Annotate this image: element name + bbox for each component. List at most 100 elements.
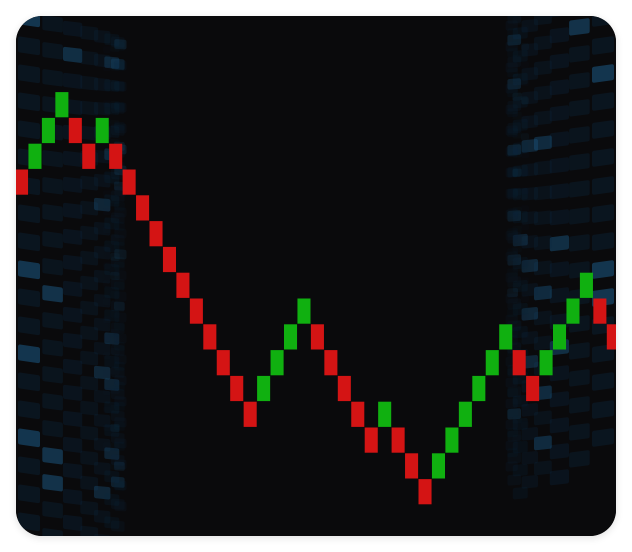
renko-brick-down: [189, 298, 203, 324]
background-panel: [42, 69, 63, 87]
background-panel: [42, 447, 63, 465]
renko-brick-up: [297, 298, 311, 324]
background-panel: [18, 316, 40, 336]
renko-brick-down: [176, 272, 190, 298]
background-panel: [18, 92, 40, 112]
renko-brick-up: [95, 117, 109, 144]
background-panel: [569, 72, 590, 90]
background-panel: [592, 64, 614, 83]
background-panel: [42, 204, 63, 222]
renko-brick-down: [351, 401, 365, 427]
background-panel: [42, 42, 63, 60]
renko-brick-down: [230, 375, 244, 402]
renko-brick-down: [149, 221, 163, 247]
background-panel: [569, 99, 590, 117]
renko-brick-up: [579, 272, 593, 298]
background-panel: [18, 400, 40, 420]
renko-brick-down: [109, 143, 123, 169]
renko-brick-up: [270, 350, 284, 376]
renko-bricks: [16, 92, 616, 505]
background-panel: [18, 36, 40, 56]
background-panel: [569, 153, 590, 171]
background-panel: [592, 148, 614, 167]
background-panel: [592, 36, 614, 55]
chart-card: [16, 16, 616, 536]
renko-brick-down: [526, 375, 540, 402]
renko-brick-up: [257, 375, 271, 402]
renko-brick-down: [136, 195, 150, 221]
background-panel: [42, 312, 63, 330]
background-panel: [569, 342, 590, 360]
renko-brick-up: [55, 92, 69, 118]
background-panel: [42, 231, 63, 249]
background-panel: [18, 512, 40, 532]
background-panel: [18, 428, 40, 448]
renko-brick-down: [405, 453, 419, 479]
background-panel: [42, 150, 63, 168]
background-panel: [42, 177, 63, 195]
background-panel: [592, 120, 614, 139]
background-panel: [569, 207, 590, 225]
renko-brick-down: [512, 350, 526, 376]
renko-brick-up: [284, 324, 298, 350]
renko-brick-down: [68, 117, 82, 144]
background-panel: [42, 285, 63, 303]
background-panel: [592, 428, 614, 447]
renko-brick-down: [16, 169, 29, 195]
background-panel: [569, 234, 590, 252]
background-panel: [592, 400, 614, 419]
renko-brick-down: [310, 324, 324, 350]
renko-brick-up: [485, 350, 499, 376]
background-panel: [569, 369, 590, 387]
background-panel: [569, 180, 590, 198]
renko-brick-up: [41, 117, 55, 144]
background-panel: [569, 450, 590, 468]
background-panel: [18, 484, 40, 504]
background-panel: [592, 176, 614, 195]
background-panel: [18, 120, 40, 140]
background-panel: [42, 339, 63, 357]
background-panel: [18, 260, 40, 280]
renko-brick-down: [364, 427, 378, 453]
background-panel: [42, 528, 63, 536]
background-panel: [592, 232, 614, 251]
background-panel: [18, 288, 40, 308]
renko-brick-down: [418, 479, 432, 505]
vignette: [76, 16, 556, 536]
renko-brick-up: [566, 298, 580, 324]
renko-brick-down: [324, 350, 338, 376]
background-panel: [18, 456, 40, 476]
background-panel: [592, 204, 614, 223]
vignette-shade: [76, 16, 556, 536]
renko-brick-up: [472, 375, 486, 402]
renko-brick-down: [593, 298, 607, 324]
background-panel: [18, 372, 40, 392]
background-panel: [42, 258, 63, 276]
background-panel: [42, 501, 63, 519]
background-panel: [592, 372, 614, 391]
background-panel: [42, 420, 63, 438]
background-panel: [569, 423, 590, 441]
background-panel: [18, 232, 40, 252]
background-panel: [569, 126, 590, 144]
background-panel: [569, 18, 590, 36]
background-panel: [42, 474, 63, 492]
renko-brick-down: [82, 143, 96, 169]
renko-brick-up: [28, 143, 42, 169]
renko-brick-up: [499, 324, 513, 350]
renko-brick-down: [122, 169, 136, 195]
renko-brick-down: [243, 401, 257, 427]
renko-brick-down: [337, 375, 351, 402]
background-panel: [42, 16, 63, 33]
background-panel: [42, 393, 63, 411]
renko-chart: [16, 16, 616, 536]
background-panel: [18, 344, 40, 364]
renko-brick-down: [216, 350, 230, 376]
renko-brick-up: [553, 324, 567, 350]
background-panel: [18, 64, 40, 84]
background-panel: [592, 260, 614, 279]
background-panel: [569, 396, 590, 414]
background-panel: [569, 45, 590, 63]
renko-brick-down: [162, 246, 176, 273]
background-panel: [18, 204, 40, 224]
